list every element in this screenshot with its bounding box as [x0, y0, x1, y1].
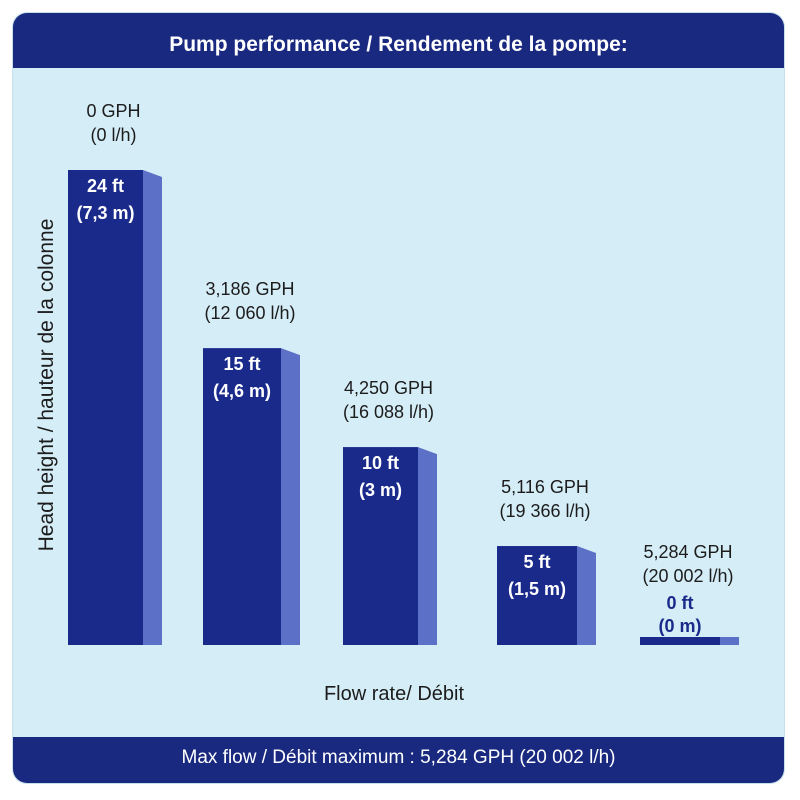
bar-value-ft: 24 ft — [87, 176, 124, 196]
bar-side — [418, 447, 437, 645]
bar-value-ft: 10 ft — [362, 453, 399, 473]
bar-value-m: (1,5 m) — [508, 579, 566, 599]
bar-value-m: (4,6 m) — [213, 381, 271, 401]
category-label-lh: (16 088 l/h) — [343, 402, 434, 422]
category-label-gph: 5,284 GPH — [643, 542, 732, 562]
category-label-gph: 3,186 GPH — [205, 279, 294, 299]
bar-value-ft: 15 ft — [223, 354, 260, 374]
y-axis-label: Head height / hauteur de la colonne — [35, 219, 58, 552]
bar-front — [203, 348, 281, 645]
bar-value-ft: 5 ft — [524, 552, 551, 572]
category-label-gph: 0 GPH — [86, 101, 140, 121]
bar-side — [143, 170, 162, 645]
category-label-lh: (20 002 l/h) — [642, 566, 733, 586]
category-label-gph: 5,116 GPH — [501, 477, 589, 497]
bar-value-m: (0 m) — [658, 616, 701, 636]
category-label-lh: (0 l/h) — [90, 125, 136, 145]
bar-side — [577, 546, 596, 645]
bar-side — [720, 637, 739, 645]
category-label-gph: 4,250 GPH — [344, 378, 433, 398]
bar-front — [497, 546, 577, 645]
bar-side — [281, 348, 300, 645]
bar-value-m: (7,3 m) — [76, 203, 134, 223]
max-flow-footer: Max flow / Débit maximum : 5,284 GPH (20… — [13, 737, 784, 783]
category-label-lh: (12 060 l/h) — [204, 303, 295, 323]
bars-group: 24 ft (7,3 m) 0 GPH (0 l/h) 15 ft (4,6 m) 3,18… — [68, 101, 739, 645]
chart-title: Pump performance / Rendement de la pompe… — [13, 13, 784, 68]
bar-value-m: (3 m) — [359, 480, 402, 500]
category-label-lh: (19 366 l/h) — [499, 501, 590, 521]
x-axis-label: Flow rate/ Débit — [324, 683, 464, 705]
bar-value-ft: 0 ft — [667, 593, 694, 613]
bar-front — [68, 170, 143, 645]
bar-front — [640, 637, 720, 645]
bar-front — [343, 447, 418, 645]
